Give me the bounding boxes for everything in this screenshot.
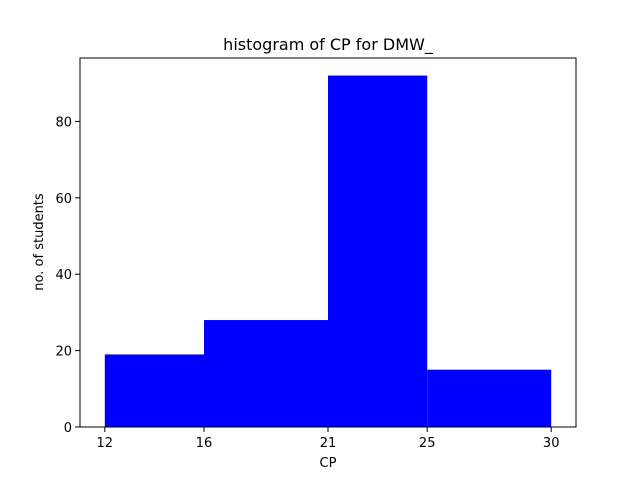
y-tick-label: 60 — [55, 192, 72, 207]
x-axis-ticks: 12 16 21 25 30 — [97, 427, 560, 451]
chart-title: histogram of CP for DMW_ — [223, 35, 434, 55]
histogram-bar-2 — [204, 320, 328, 427]
x-tick-label: 12 — [97, 436, 114, 451]
bars-group — [104, 75, 552, 428]
x-tick-label: 16 — [196, 436, 213, 451]
x-tick-label: 25 — [419, 436, 436, 451]
y-tick-label: 0 — [64, 421, 72, 436]
histogram-bar-3 — [328, 75, 428, 428]
y-axis-label: no. of students — [32, 193, 47, 291]
x-tick-label: 30 — [543, 436, 560, 451]
histogram-bar-1 — [104, 354, 204, 427]
y-tick-label: 20 — [55, 345, 72, 360]
x-tick-label: 21 — [320, 436, 337, 451]
y-tick-label: 80 — [55, 115, 72, 130]
y-axis-ticks: 0 20 40 60 80 — [55, 115, 80, 436]
histogram-bar-4 — [427, 369, 552, 427]
y-tick-label: 40 — [55, 268, 72, 283]
x-axis-label: CP — [320, 456, 337, 471]
